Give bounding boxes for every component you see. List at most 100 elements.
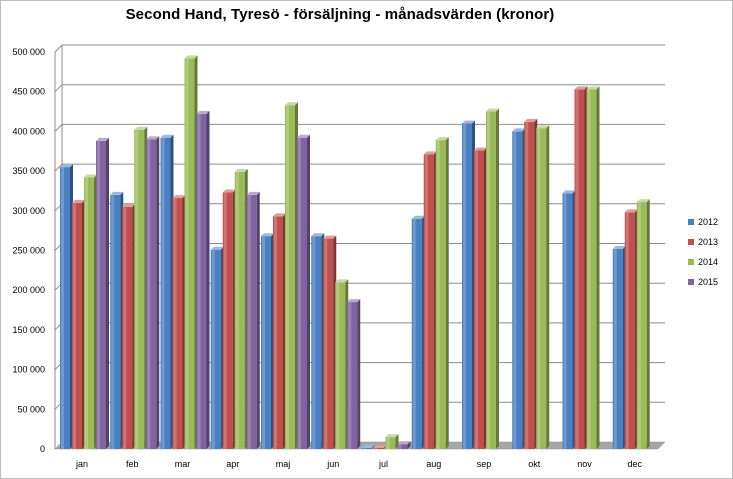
bar-top (335, 279, 349, 283)
bar-2014-apr (234, 168, 248, 450)
bar-top (146, 136, 160, 140)
y-axis: 0 50 000 100 000 150 000 200 000 250 000 300 0… (12, 47, 45, 454)
chart-title: Second Hand, Tyresö - försäljning - måna… (125, 6, 555, 23)
bar-highlight (298, 137, 301, 449)
y-tick-label: 450 000 (12, 87, 45, 97)
bar-highlight (111, 194, 115, 449)
x-tick-label: jun (326, 459, 339, 469)
bar-highlight (525, 121, 529, 449)
bar-front (210, 249, 221, 449)
bar-front (297, 137, 307, 449)
bar-2013-jun (323, 235, 337, 449)
bar-top (234, 168, 248, 172)
bar-highlight (73, 202, 76, 449)
legend-swatch-2013 (688, 239, 694, 245)
y-tick-label: 100 000 (12, 365, 45, 375)
bar-front (636, 202, 647, 449)
x-tick-label: sep (477, 459, 492, 469)
bar-top (574, 86, 588, 90)
bar-highlight (274, 216, 277, 449)
bar-top (512, 128, 526, 132)
bar-front (134, 129, 145, 449)
bar-top (423, 151, 437, 155)
gridline-side (54, 84, 63, 93)
y-tick-label: 350 000 (12, 166, 45, 176)
bar-2012-apr (210, 246, 224, 449)
bars (60, 55, 650, 450)
y-tick-label: 400 000 (12, 126, 45, 136)
bar-2012-sep (462, 120, 475, 450)
y-tick-label: 200 000 (12, 285, 45, 295)
bar-2015-feb (146, 136, 160, 449)
bar-highlight (625, 212, 629, 449)
bar-top (636, 199, 650, 203)
bar-side (596, 86, 600, 450)
bar-top (222, 189, 236, 193)
bar-side (307, 134, 310, 449)
bar-highlight (587, 89, 591, 450)
bar-front (385, 437, 396, 449)
legend-swatch-2015 (688, 279, 694, 285)
x-tick-label: mar (175, 459, 191, 469)
bar-side (646, 199, 650, 449)
bar-top (524, 118, 538, 122)
bar-2012-jul (361, 445, 375, 449)
bar-highlight (637, 202, 641, 449)
bar-2013-mar (172, 195, 186, 449)
bar-highlight (487, 111, 490, 450)
bar-front (536, 128, 547, 449)
bar-highlight (386, 437, 390, 449)
bar-2014-aug (435, 137, 449, 449)
bar-highlight (348, 302, 352, 449)
bar-highlight (537, 128, 541, 449)
bar-2014-maj (285, 102, 298, 449)
bar-front (285, 105, 295, 449)
bar-2014-mar (184, 55, 198, 450)
bar-top (273, 213, 286, 217)
bar-highlight (336, 282, 340, 449)
bar-highlight (398, 444, 402, 449)
bar-highlight (97, 140, 100, 450)
bar-2012-nov (562, 190, 576, 449)
bar-top (297, 134, 310, 138)
bar-2012-aug (411, 215, 425, 449)
bar-side (256, 191, 260, 450)
bar-front (612, 248, 623, 449)
bar-front (60, 167, 70, 449)
bar-front (234, 171, 245, 450)
bar-highlight (286, 105, 289, 449)
bar-highlight (374, 448, 378, 449)
bar-top (397, 441, 411, 445)
legend-label-2012: 2012 (698, 217, 718, 227)
bar-side (407, 441, 411, 449)
bar-top (172, 195, 186, 199)
bar-2014-nov (586, 86, 600, 450)
bar-front (311, 236, 322, 449)
gridline-side (54, 124, 63, 132)
bar-top (462, 120, 475, 124)
bar-front (562, 193, 573, 449)
bar-2013-apr (222, 189, 236, 449)
bar-highlight (185, 58, 189, 450)
x-tick-label: feb (126, 459, 139, 469)
bar-side (546, 125, 550, 449)
bar-2012-jan (60, 164, 73, 449)
bar-top (435, 137, 449, 141)
bar-top (84, 174, 97, 178)
bar-2014-feb (134, 126, 148, 449)
bar-front (72, 202, 82, 449)
bar-top (261, 233, 274, 237)
bar-2012-dec (612, 245, 626, 449)
bar-front (261, 236, 271, 449)
bar-front (222, 192, 233, 449)
bar-highlight (362, 448, 366, 449)
bar-side (156, 136, 160, 449)
bar-highlight (61, 167, 64, 449)
bar-top (210, 246, 224, 250)
bar-front (524, 121, 535, 449)
bar-front (512, 131, 523, 449)
bar-top (246, 191, 260, 195)
bar-side (106, 137, 109, 450)
bar-top (60, 164, 73, 168)
